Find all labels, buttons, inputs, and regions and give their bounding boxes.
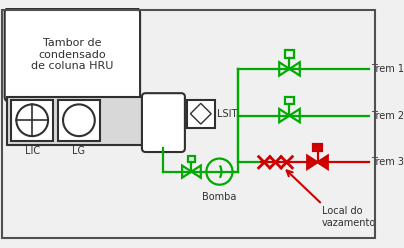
Text: Trem 1: Trem 1	[371, 64, 404, 74]
Bar	[7, 97, 145, 146]
Text: Tambor de
condensado
de coluna HRU: Tambor de condensado de coluna HRU	[31, 38, 113, 71]
FancyBboxPatch shape	[142, 93, 185, 152]
Bar	[285, 50, 294, 58]
Bar	[58, 100, 100, 141]
Text: Trem 2: Trem 2	[371, 111, 404, 121]
Text: Trem 3: Trem 3	[371, 157, 404, 167]
Bar	[314, 144, 322, 151]
Text: LG: LG	[72, 146, 85, 156]
FancyBboxPatch shape	[5, 8, 140, 102]
Bar	[188, 156, 195, 162]
Bar	[187, 100, 215, 128]
Text: LIC: LIC	[25, 146, 40, 156]
Text: Bomba: Bomba	[202, 192, 237, 202]
Polygon shape	[307, 155, 318, 169]
Polygon shape	[318, 155, 328, 169]
Bar	[11, 100, 53, 141]
Text: Local do
vazamento: Local do vazamento	[322, 206, 377, 228]
Text: LSIT: LSIT	[217, 109, 237, 119]
Bar	[285, 97, 294, 104]
